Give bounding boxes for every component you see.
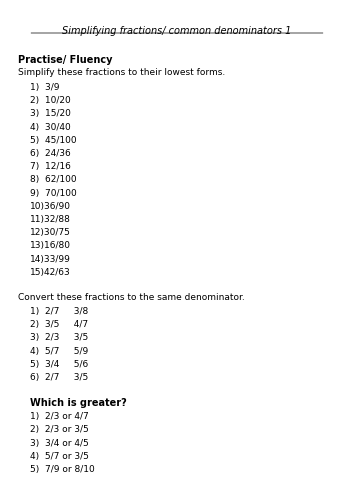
Text: 13)16/80: 13)16/80	[30, 242, 71, 250]
Text: 1)  2/3 or 4/7: 1) 2/3 or 4/7	[30, 412, 89, 421]
Text: 10)36/90: 10)36/90	[30, 202, 71, 211]
Text: 14)33/99: 14)33/99	[30, 254, 71, 264]
Text: 8)  62/100: 8) 62/100	[30, 176, 76, 184]
Text: 7)  12/16: 7) 12/16	[30, 162, 71, 171]
Text: 5)  3/4     5/6: 5) 3/4 5/6	[30, 360, 88, 369]
Text: 12)30/75: 12)30/75	[30, 228, 71, 237]
Text: Simplify these fractions to their lowest forms.: Simplify these fractions to their lowest…	[18, 68, 225, 77]
Text: 2)  10/20: 2) 10/20	[30, 96, 71, 105]
Text: 4)  5/7 or 3/5: 4) 5/7 or 3/5	[30, 452, 89, 461]
Text: 9)  70/100: 9) 70/100	[30, 188, 77, 198]
Text: Simplifying fractions/ common denominators 1: Simplifying fractions/ common denominato…	[62, 26, 292, 36]
Text: 5)  45/100: 5) 45/100	[30, 136, 76, 145]
Text: 5)  7/9 or 8/10: 5) 7/9 or 8/10	[30, 465, 95, 474]
Text: Which is greater?: Which is greater?	[30, 398, 127, 408]
Text: 6)  2/7     3/5: 6) 2/7 3/5	[30, 373, 88, 382]
Text: 1)  3/9: 1) 3/9	[30, 83, 59, 92]
Text: Practise/ Fluency: Practise/ Fluency	[18, 55, 113, 65]
Text: 3)  15/20: 3) 15/20	[30, 110, 71, 118]
Text: 2)  2/3 or 3/5: 2) 2/3 or 3/5	[30, 426, 89, 434]
Text: 6)  24/36: 6) 24/36	[30, 149, 71, 158]
Text: 15)42/63: 15)42/63	[30, 268, 71, 277]
Text: 11)32/88: 11)32/88	[30, 215, 71, 224]
Text: Convert these fractions to the same denominator.: Convert these fractions to the same deno…	[18, 293, 245, 302]
Text: 4)  5/7     5/9: 4) 5/7 5/9	[30, 346, 88, 356]
Text: 2)  3/5     4/7: 2) 3/5 4/7	[30, 320, 88, 329]
Text: 1)  2/7     3/8: 1) 2/7 3/8	[30, 307, 88, 316]
Text: 3)  3/4 or 4/5: 3) 3/4 or 4/5	[30, 438, 89, 448]
Text: 3)  2/3     3/5: 3) 2/3 3/5	[30, 334, 88, 342]
Text: 4)  30/40: 4) 30/40	[30, 122, 71, 132]
